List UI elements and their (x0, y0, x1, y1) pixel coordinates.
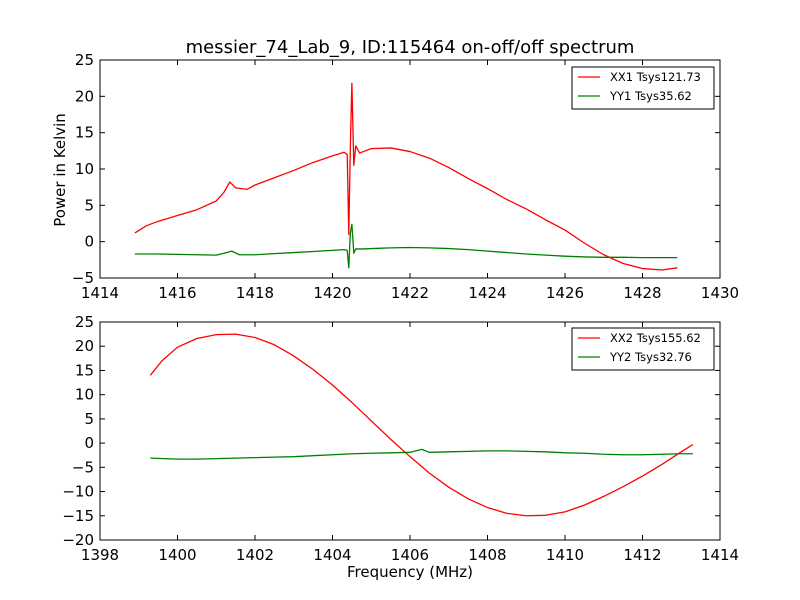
top-chart-ylabel: Power in Kelvin (51, 113, 69, 227)
bottom-ytick-label: −20 (62, 531, 94, 549)
bottom-legend-label-xx2: XX2 Tsys155.62 (610, 331, 701, 345)
top-xtick-label: 1426 (546, 284, 584, 302)
bottom-xtick-label: 1400 (158, 546, 196, 564)
bottom-ytick-label: −5 (72, 458, 94, 476)
top-ytick-label: 20 (75, 87, 94, 105)
bottom-ytick-label: 5 (84, 410, 94, 428)
bottom-legend-box (571, 327, 715, 371)
bottom-ytick-label: 25 (75, 313, 94, 331)
bottom-xtick-label: 1402 (236, 546, 274, 564)
top-legend-label-yy1: YY1 Tsys35.62 (609, 89, 692, 103)
top-ytick-label: 15 (75, 124, 94, 142)
bottom-xtick-label: 1414 (701, 546, 739, 564)
top-series-line-1 (134, 223, 678, 269)
bottom-series-line-0 (149, 333, 694, 517)
top-series-line-0 (134, 82, 678, 271)
bottom-xtick-label: 1406 (391, 546, 429, 564)
top-legend-box (571, 66, 715, 110)
bottom-xtick-label: 1412 (623, 546, 661, 564)
top-xtick-label: 1422 (391, 284, 429, 302)
top-xtick-label: 1424 (468, 284, 506, 302)
top-ytick-label: −5 (72, 269, 94, 287)
bottom-series-line-1 (150, 448, 693, 460)
top-ytick-label: 10 (75, 160, 94, 178)
bottom-xtick-label: 1410 (546, 546, 584, 564)
bottom-legend-label-yy2: YY2 Tsys32.76 (609, 350, 692, 364)
bottom-xtick-label: 1404 (313, 546, 351, 564)
bottom-chart-xlabel: Frequency (MHz) (347, 563, 473, 581)
top-legend-label-xx1: XX1 Tsys121.73 (610, 70, 701, 84)
bottom-ytick-label: 10 (75, 386, 94, 404)
top-chart-title: messier_74_Lab_9, ID:115464 on-off/off s… (186, 37, 635, 58)
top-plot-area: 1414 1416 1418 1420 1422 1424 1426 1428 1430 −5 0 5… (72, 51, 739, 302)
bottom-ytick-label: 15 (75, 361, 94, 379)
top-xtick-label: 1420 (313, 284, 351, 302)
bottom-ytick-label: 20 (75, 337, 94, 355)
top-xtick-label: 1414 (81, 284, 119, 302)
bottom-plot-area: 1398 1400 1402 1404 1406 1408 1410 1412 1414 −20 −… (62, 313, 739, 564)
top-xtick-label: 1416 (158, 284, 196, 302)
bottom-ytick-label: −10 (62, 483, 94, 501)
top-chart: messier_74_Lab_9, ID:115464 on-off/off s… (51, 37, 739, 302)
top-legend: XX1 Tsys121.73 YY1 Tsys35.62 (571, 66, 715, 110)
top-ytick-label: 0 (84, 233, 94, 251)
top-xtick-label: 1418 (236, 284, 274, 302)
top-ytick-label: 5 (84, 196, 94, 214)
bottom-ytick-label: −15 (62, 507, 94, 525)
top-ytick-label: 25 (75, 51, 94, 69)
bottom-ytick-label: 0 (84, 434, 94, 452)
bottom-xtick-label: 1408 (468, 546, 506, 564)
top-xtick-label: 1428 (623, 284, 661, 302)
bottom-chart: Frequency (MHz) 1398 1400 1402 1404 1406 1408… (62, 313, 739, 581)
bottom-xtick-label: 1398 (81, 546, 119, 564)
bottom-legend: XX2 Tsys155.62 YY2 Tsys32.76 (571, 327, 715, 371)
top-xtick-label: 1430 (701, 284, 739, 302)
